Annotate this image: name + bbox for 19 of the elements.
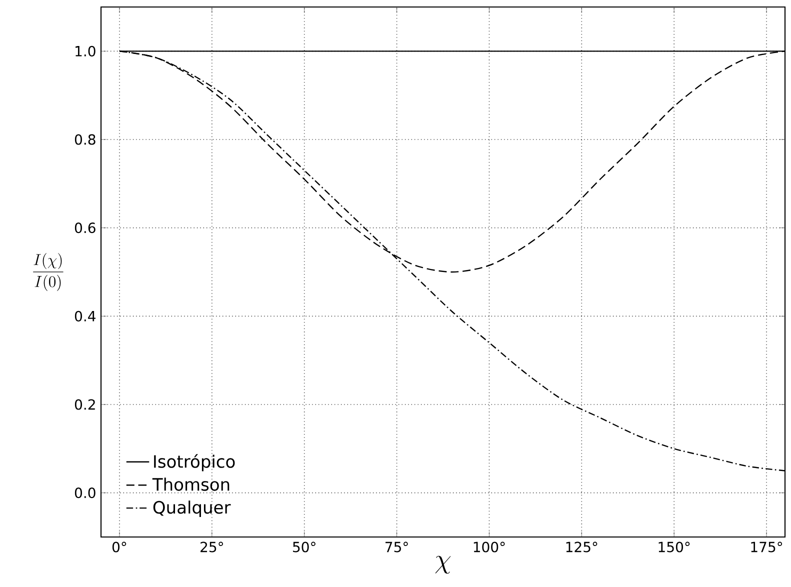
x-tick-label: 100° xyxy=(474,542,505,552)
x-tick-label: 75° xyxy=(386,542,408,552)
y-tick-label: 0.0 xyxy=(74,488,96,498)
x-tick-label: 175° xyxy=(751,542,782,552)
y-tick-label: 0.2 xyxy=(74,399,95,410)
legend-label: Isotrópico xyxy=(154,454,235,472)
x-tick-label: 150° xyxy=(658,542,690,552)
x-tick-label: 0° xyxy=(112,542,126,552)
x-tick-label: 50° xyxy=(293,542,316,552)
y-axis-title: $\frac{I(\chi)}{I(0)}$ xyxy=(33,253,64,291)
legend-label: Qualquer xyxy=(153,500,231,518)
legend-label: Thomson xyxy=(152,478,230,491)
y-tick-label: 0.6 xyxy=(74,222,96,234)
y-tick-label: 1.0 xyxy=(76,46,96,56)
x-tick-label: 125° xyxy=(566,542,598,552)
x-tick-label: 25° xyxy=(200,542,223,552)
x-axis-title: $\chi$ xyxy=(435,556,451,574)
y-tick-label: 0.4 xyxy=(74,310,96,322)
y-tick-label: 0.8 xyxy=(74,134,96,145)
